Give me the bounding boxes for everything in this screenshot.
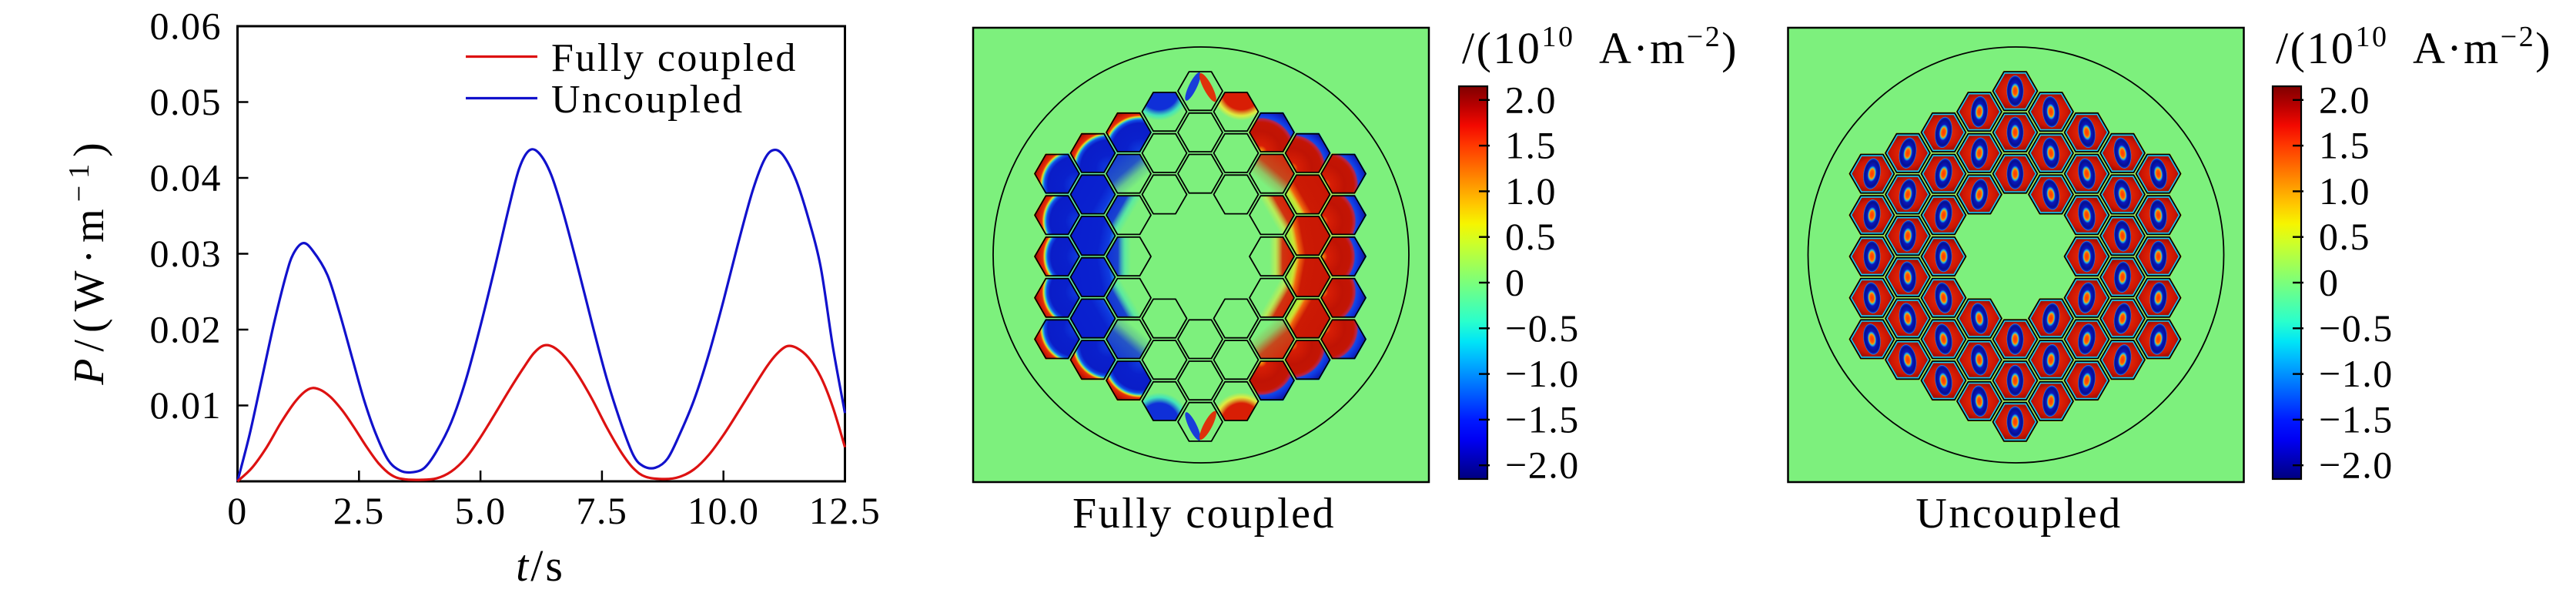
svg-text:1.0: 1.0 bbox=[2319, 169, 2370, 213]
svg-text:7.5: 7.5 bbox=[576, 489, 627, 532]
svg-text:2.5: 2.5 bbox=[333, 489, 385, 532]
svg-text:t/s: t/s bbox=[516, 541, 565, 591]
svg-text:0: 0 bbox=[2319, 261, 2340, 304]
svg-text:2.0: 2.0 bbox=[2319, 78, 2370, 121]
svg-text:Uncoupled: Uncoupled bbox=[551, 78, 744, 122]
svg-text:−0.5: −0.5 bbox=[2319, 307, 2394, 350]
svg-text:12.5: 12.5 bbox=[809, 489, 882, 532]
svg-text:0.03: 0.03 bbox=[150, 232, 222, 275]
svg-text:/(1010 A·m−2): /(1010 A·m−2) bbox=[1462, 21, 1738, 73]
svg-text:10.0: 10.0 bbox=[687, 489, 760, 532]
svg-text:/(1010 A·m−2): /(1010 A·m−2) bbox=[2276, 21, 2552, 73]
svg-text:1.5: 1.5 bbox=[2319, 124, 2370, 167]
svg-text:0.01: 0.01 bbox=[150, 384, 222, 427]
svg-text:0.06: 0.06 bbox=[150, 5, 222, 48]
svg-text:−1.5: −1.5 bbox=[2319, 397, 2394, 441]
svg-text:Uncoupled: Uncoupled bbox=[1915, 490, 2122, 538]
svg-text:0.5: 0.5 bbox=[1505, 215, 1557, 258]
svg-text:Fully coupled: Fully coupled bbox=[551, 36, 798, 80]
svg-text:Fully coupled: Fully coupled bbox=[1072, 490, 1336, 538]
svg-text:0: 0 bbox=[227, 489, 248, 532]
svg-text:−1.5: −1.5 bbox=[1505, 397, 1580, 441]
svg-text:0.04: 0.04 bbox=[150, 156, 222, 199]
svg-text:−1.0: −1.0 bbox=[1505, 352, 1580, 395]
svg-text:−2.0: −2.0 bbox=[2319, 444, 2394, 487]
svg-text:0.02: 0.02 bbox=[150, 308, 222, 351]
svg-text:0.5: 0.5 bbox=[2319, 215, 2370, 258]
svg-text:1.0: 1.0 bbox=[1505, 169, 1557, 213]
svg-text:1.5: 1.5 bbox=[1505, 124, 1557, 167]
svg-text:5.0: 5.0 bbox=[455, 489, 507, 532]
svg-text:−2.0: −2.0 bbox=[1505, 444, 1580, 487]
svg-text:0: 0 bbox=[1505, 261, 1526, 304]
svg-text:2.0: 2.0 bbox=[1505, 78, 1557, 121]
svg-text:−1.0: −1.0 bbox=[2319, 352, 2394, 395]
svg-text:0.05: 0.05 bbox=[150, 80, 222, 123]
svg-text:−0.5: −0.5 bbox=[1505, 307, 1580, 350]
